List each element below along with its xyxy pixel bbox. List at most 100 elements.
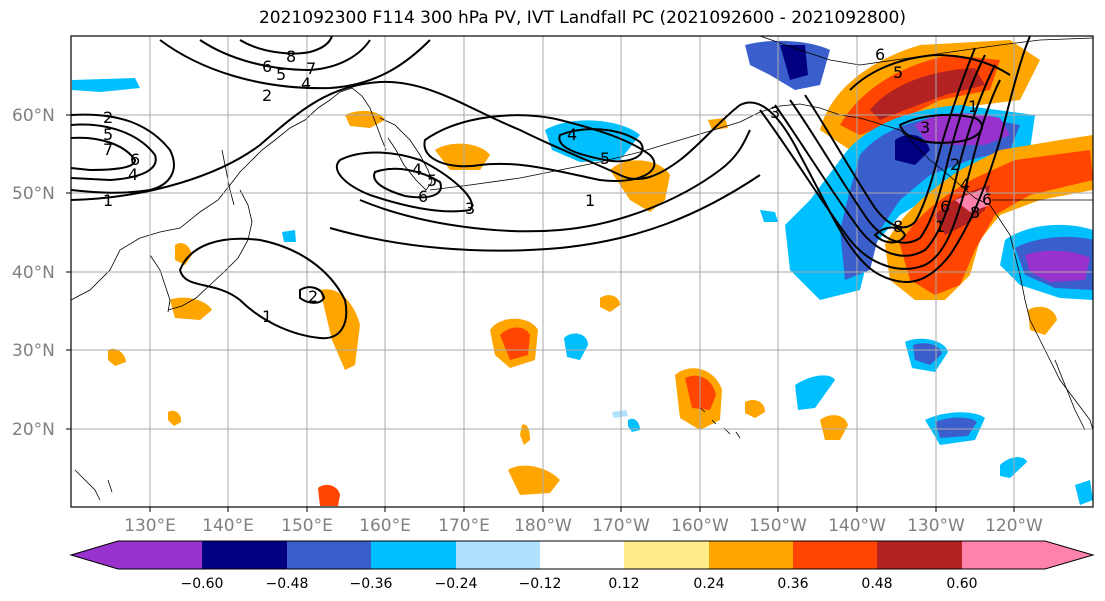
contour-label: 1 bbox=[968, 97, 978, 116]
pv-contour-15 bbox=[299, 286, 326, 304]
pv-contour-1 bbox=[70, 35, 1031, 284]
contour-label: 6 bbox=[418, 187, 428, 206]
colorbar-tick-label: 0.36 bbox=[777, 576, 808, 592]
colorbar-swatch bbox=[624, 541, 709, 569]
pv-contour-11 bbox=[558, 128, 644, 163]
longitude-axis: 130°E 140°E 150°E 160°E 170°E 180°W 170°… bbox=[124, 507, 1043, 536]
positive-patch-1 bbox=[435, 143, 490, 170]
negative-anomaly-us-interior-core bbox=[1025, 250, 1090, 282]
asia-coast bbox=[70, 87, 387, 301]
contour-label: 6 bbox=[940, 197, 950, 216]
longitude-label: 160°E bbox=[359, 516, 411, 536]
contour-label: 5 bbox=[893, 63, 903, 82]
pv-contours bbox=[70, 35, 1031, 340]
pv-contour-21 bbox=[898, 113, 983, 144]
contour-label: 4 bbox=[960, 175, 970, 194]
contour-label: 5 bbox=[427, 171, 437, 190]
contour-label: 6 bbox=[982, 190, 992, 209]
longitude-label: 130°W bbox=[907, 516, 965, 536]
contour-label: 4 bbox=[128, 165, 138, 184]
baja bbox=[1054, 359, 1086, 431]
contour-label: 5 bbox=[600, 149, 610, 168]
kamchatka bbox=[379, 117, 433, 191]
negative-patch-9 bbox=[612, 410, 628, 418]
bc-coast bbox=[989, 204, 1094, 431]
positive-patch-15 bbox=[745, 400, 765, 418]
contour-label: 2 bbox=[308, 287, 318, 306]
pv-contour-18 bbox=[789, 54, 986, 244]
positive-patch-5-core bbox=[500, 327, 530, 360]
colorbar-swatch bbox=[71, 541, 202, 569]
korea bbox=[149, 254, 171, 313]
pv-contour-22 bbox=[849, 53, 1011, 91]
longitude-label: 120°W bbox=[985, 516, 1043, 536]
contour-label: 6 bbox=[130, 150, 140, 169]
longitude-label: 180°W bbox=[514, 516, 572, 536]
philippines bbox=[74, 469, 113, 501]
graticule bbox=[71, 36, 1093, 507]
contour-label: 4 bbox=[301, 74, 311, 93]
positive-patch-14 bbox=[600, 295, 620, 312]
contour-label: 8 bbox=[893, 217, 903, 236]
contour-label: 4 bbox=[412, 160, 422, 179]
colorbar: −0.60 −0.48 −0.36 −0.24 −0.12 0.12 0.24 … bbox=[69, 540, 1095, 592]
contour-label: 3 bbox=[465, 199, 475, 218]
pv-contour-17 bbox=[774, 64, 996, 257]
contour-label: 7 bbox=[306, 59, 316, 78]
colorbar-tick-labels: −0.60 −0.48 −0.36 −0.24 −0.12 0.12 0.24 … bbox=[181, 576, 978, 592]
colorbar-swatch bbox=[202, 541, 287, 569]
negative-anomaly-bc-navy bbox=[895, 134, 930, 165]
colorbar-tick-label: −0.12 bbox=[519, 576, 562, 592]
negative-patch-8 bbox=[760, 210, 778, 222]
latitude-axis: 60°N 50°N 40°N 30°N 20°N bbox=[12, 106, 71, 440]
pv-contour-14 bbox=[178, 237, 348, 340]
longitude-label: 140°W bbox=[828, 516, 886, 536]
contour-label: 5 bbox=[276, 65, 286, 84]
longitude-label: 150°W bbox=[749, 516, 807, 536]
pv-contour-4 bbox=[70, 136, 137, 172]
coastlines bbox=[70, 35, 1094, 501]
colorbar-tick-label: 0.48 bbox=[861, 576, 892, 592]
contour-label: 6 bbox=[262, 57, 272, 76]
pc-shading bbox=[72, 40, 1093, 506]
latitude-label: 60°N bbox=[12, 106, 55, 126]
colorbar-swatch bbox=[962, 541, 1093, 569]
aleutians bbox=[429, 121, 741, 191]
contour-labels: 8 7 6 5 4 2 2 5 7 6 4 1 4 5 6 3 4 5 1 2 … bbox=[103, 45, 992, 326]
contour-label: 1 bbox=[103, 191, 113, 210]
negative-patch-3-core bbox=[913, 343, 942, 365]
colorbar-swatch bbox=[371, 541, 456, 569]
positive-patch-9 bbox=[820, 415, 848, 440]
longitude-label: 150°E bbox=[281, 516, 333, 536]
pv-contour-3 bbox=[70, 123, 157, 182]
positive-patch-2 bbox=[610, 160, 670, 212]
colorbar-swatches bbox=[71, 541, 1093, 569]
positive-patch-12 bbox=[170, 297, 212, 320]
pv-contour-6 bbox=[199, 39, 371, 72]
contour-label: 7 bbox=[103, 140, 113, 159]
negative-anomaly-bc-core bbox=[915, 113, 1010, 145]
contour-label: 3 bbox=[920, 118, 930, 137]
positive-patch-7 bbox=[508, 465, 560, 495]
contour-label: 6 bbox=[875, 45, 885, 64]
contour-label: 1 bbox=[262, 307, 272, 326]
contour-label: 8 bbox=[286, 47, 296, 66]
positive-anomaly-gulf-alaska-max bbox=[870, 68, 985, 120]
latitude-label: 20°N bbox=[12, 420, 55, 440]
pv-contour-10 bbox=[423, 114, 656, 182]
pv-contour-2 bbox=[70, 113, 175, 194]
contour-label: 4 bbox=[567, 125, 577, 144]
pv-contour-16 bbox=[759, 79, 1001, 270]
positive-patch-13 bbox=[108, 348, 126, 366]
colorbar-tick-label: 0.60 bbox=[946, 576, 977, 592]
map-title: 2021092300 F114 300 hPa PV, IVT Landfall… bbox=[258, 8, 906, 28]
pv-contour-9 bbox=[373, 167, 442, 199]
colorbar-tick-label: 0.12 bbox=[608, 576, 639, 592]
pv-contour-7 bbox=[239, 35, 333, 55]
latitude-label: 40°N bbox=[12, 263, 55, 283]
japan bbox=[167, 189, 253, 311]
negative-patch-11 bbox=[282, 230, 296, 242]
contour-label: 2 bbox=[950, 155, 960, 174]
contour-label: 1 bbox=[585, 191, 595, 210]
pv-contour-12 bbox=[359, 129, 751, 233]
